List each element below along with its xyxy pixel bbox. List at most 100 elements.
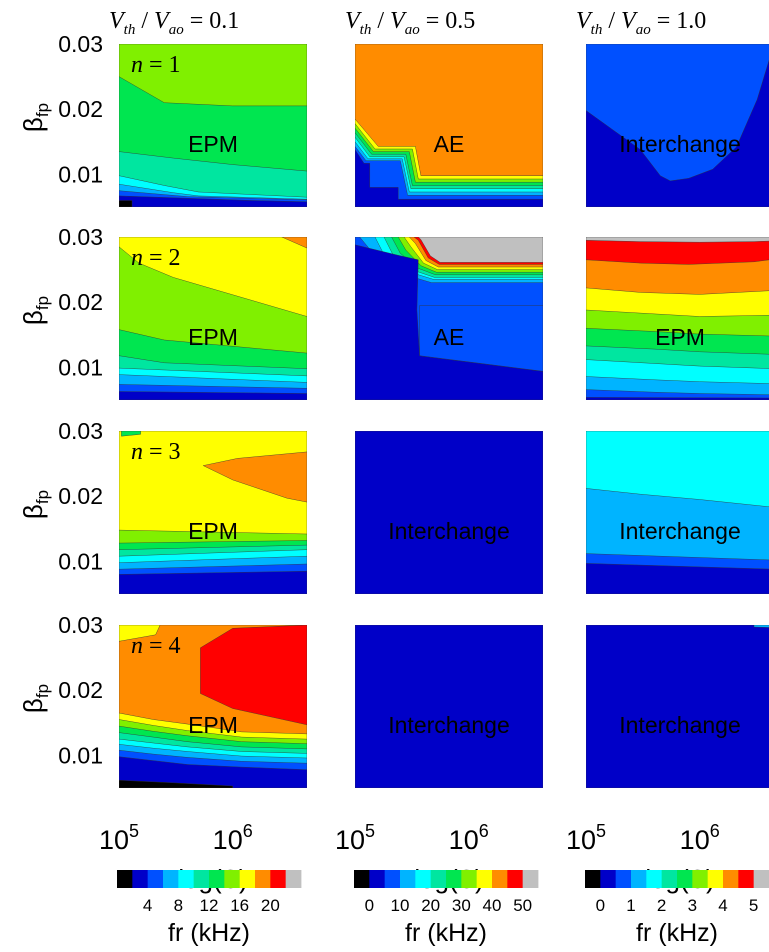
colorbar-swatch bbox=[209, 870, 225, 888]
contour-band-level-1 bbox=[119, 195, 307, 207]
y-label-sub: fp bbox=[33, 103, 52, 117]
contour-band-level-1 bbox=[355, 625, 543, 788]
colorbar-swatch bbox=[753, 870, 769, 888]
n-equals: = bbox=[143, 52, 169, 78]
contour-band-level-0 bbox=[119, 200, 133, 207]
y-label-beta: β bbox=[18, 310, 48, 325]
y-label-beta: β bbox=[18, 504, 48, 519]
title-sub-th: th bbox=[124, 22, 136, 38]
contour-band-level-1 bbox=[119, 756, 307, 788]
colorbar-tick-label: 0 bbox=[596, 896, 605, 915]
y-tick-label: 0.01 bbox=[58, 354, 103, 380]
colorbar-tick-label: 8 bbox=[174, 896, 183, 915]
contour-band-level-1 bbox=[586, 625, 769, 788]
region-label: Interchange bbox=[388, 518, 509, 544]
n-equals: = bbox=[143, 439, 169, 465]
x-tick-base: 10 bbox=[680, 825, 710, 855]
x-tick-base: 10 bbox=[335, 825, 365, 855]
colorbar-swatch bbox=[224, 870, 241, 888]
x-tick-exp: 6 bbox=[710, 821, 720, 841]
y-label-sub: fp bbox=[33, 490, 52, 504]
colorbar-swatch bbox=[507, 870, 524, 888]
colorbar-tick-label: 3 bbox=[688, 896, 697, 915]
region-label: Interchange bbox=[619, 131, 740, 157]
y-tick-label: 0.03 bbox=[58, 612, 103, 638]
colorbar-swatch bbox=[646, 870, 663, 888]
y-tick-label: 0.03 bbox=[58, 224, 103, 250]
region-label: EPM bbox=[655, 324, 705, 350]
colorbar-label: fr (kHz) bbox=[168, 919, 250, 947]
title-value: 1.0 bbox=[676, 8, 706, 34]
x-tick-base: 10 bbox=[213, 825, 243, 855]
y-label-sub: fp bbox=[33, 684, 52, 698]
y-axis-label: βfp bbox=[18, 490, 52, 519]
x-tick-exp: 6 bbox=[479, 821, 489, 841]
mode-number-label: n = 3 bbox=[131, 439, 181, 465]
contour-band-level-1 bbox=[586, 397, 769, 400]
n-symbol: n bbox=[131, 52, 143, 78]
colorbar-swatch bbox=[147, 870, 164, 888]
region-label: EPM bbox=[188, 518, 238, 544]
colorbar-swatch bbox=[270, 870, 287, 888]
contour-band-level-1 bbox=[119, 391, 307, 400]
colorbar-tick-label: 5 bbox=[749, 896, 758, 915]
colorbar-swatch bbox=[677, 870, 693, 888]
panel-r1-c2 bbox=[355, 44, 543, 207]
n-value: 3 bbox=[169, 439, 181, 465]
title-equals: = bbox=[651, 8, 677, 34]
y-axis-label: βfp bbox=[18, 684, 52, 713]
contour-band-level-8 bbox=[119, 625, 161, 642]
colorbar-swatch bbox=[285, 870, 302, 888]
colorbar-tick-label: 16 bbox=[230, 896, 249, 915]
colorbar-swatch bbox=[430, 870, 447, 888]
contour-band-level-2 bbox=[355, 146, 543, 207]
x-tick-label: 106 bbox=[213, 821, 253, 855]
x-tick-exp: 5 bbox=[129, 821, 139, 841]
title-sub-ao: ao bbox=[405, 22, 421, 38]
n-equals: = bbox=[143, 245, 169, 271]
x-tick-label: 106 bbox=[680, 821, 720, 855]
x-tick-base: 10 bbox=[566, 825, 596, 855]
colorbar-label: fr (kHz) bbox=[405, 919, 487, 947]
colorbar-swatch bbox=[476, 870, 493, 888]
y-axis-label: βfp bbox=[18, 103, 52, 132]
y-label-sub: fp bbox=[33, 296, 52, 310]
colorbar-swatch bbox=[585, 870, 601, 888]
contour-band-level-1 bbox=[586, 59, 769, 207]
colorbar-swatch bbox=[193, 870, 210, 888]
y-tick-label: 0.02 bbox=[58, 289, 103, 315]
colorbar-swatch bbox=[117, 870, 133, 888]
colorbar-swatch bbox=[600, 870, 617, 888]
n-symbol: n bbox=[131, 633, 143, 659]
title-slash: / bbox=[602, 8, 621, 34]
title-v: V bbox=[390, 8, 407, 34]
x-axes: 105106log(S)105106log(S)105106log(S) bbox=[99, 821, 720, 894]
title-v: V bbox=[345, 8, 362, 34]
title-slash: / bbox=[371, 8, 390, 34]
y-tick-label: 0.01 bbox=[58, 742, 103, 768]
title-v: V bbox=[621, 8, 638, 34]
contour-band-level-3 bbox=[753, 625, 769, 628]
colorbar-tick-label: 40 bbox=[483, 896, 502, 915]
colorbar-swatch bbox=[400, 870, 416, 888]
colorbar-swatch bbox=[384, 870, 401, 888]
n-value: 4 bbox=[169, 633, 181, 659]
colorbar-tick-label: 30 bbox=[452, 896, 471, 915]
title-sub-ao: ao bbox=[169, 22, 185, 38]
colorbar-swatch bbox=[707, 870, 724, 888]
colorbar-tick-label: 0 bbox=[365, 896, 374, 915]
colorbar-tick-label: 10 bbox=[391, 896, 410, 915]
title-v: V bbox=[576, 8, 593, 34]
colorbar-swatch bbox=[446, 870, 462, 888]
column-title-1: Vth / Vao = 0.1 bbox=[109, 8, 239, 38]
n-symbol: n bbox=[131, 245, 143, 271]
colorbar-swatch bbox=[163, 870, 179, 888]
title-v: V bbox=[109, 8, 126, 34]
x-tick-label: 105 bbox=[335, 821, 375, 855]
region-label: EPM bbox=[188, 712, 238, 738]
title-equals: = bbox=[184, 8, 210, 34]
y-tick-label: 0.01 bbox=[58, 548, 103, 574]
mode-number-label: n = 2 bbox=[131, 245, 181, 271]
contour-band-level-6 bbox=[121, 431, 141, 437]
colorbar-tick-label: 20 bbox=[261, 896, 280, 915]
